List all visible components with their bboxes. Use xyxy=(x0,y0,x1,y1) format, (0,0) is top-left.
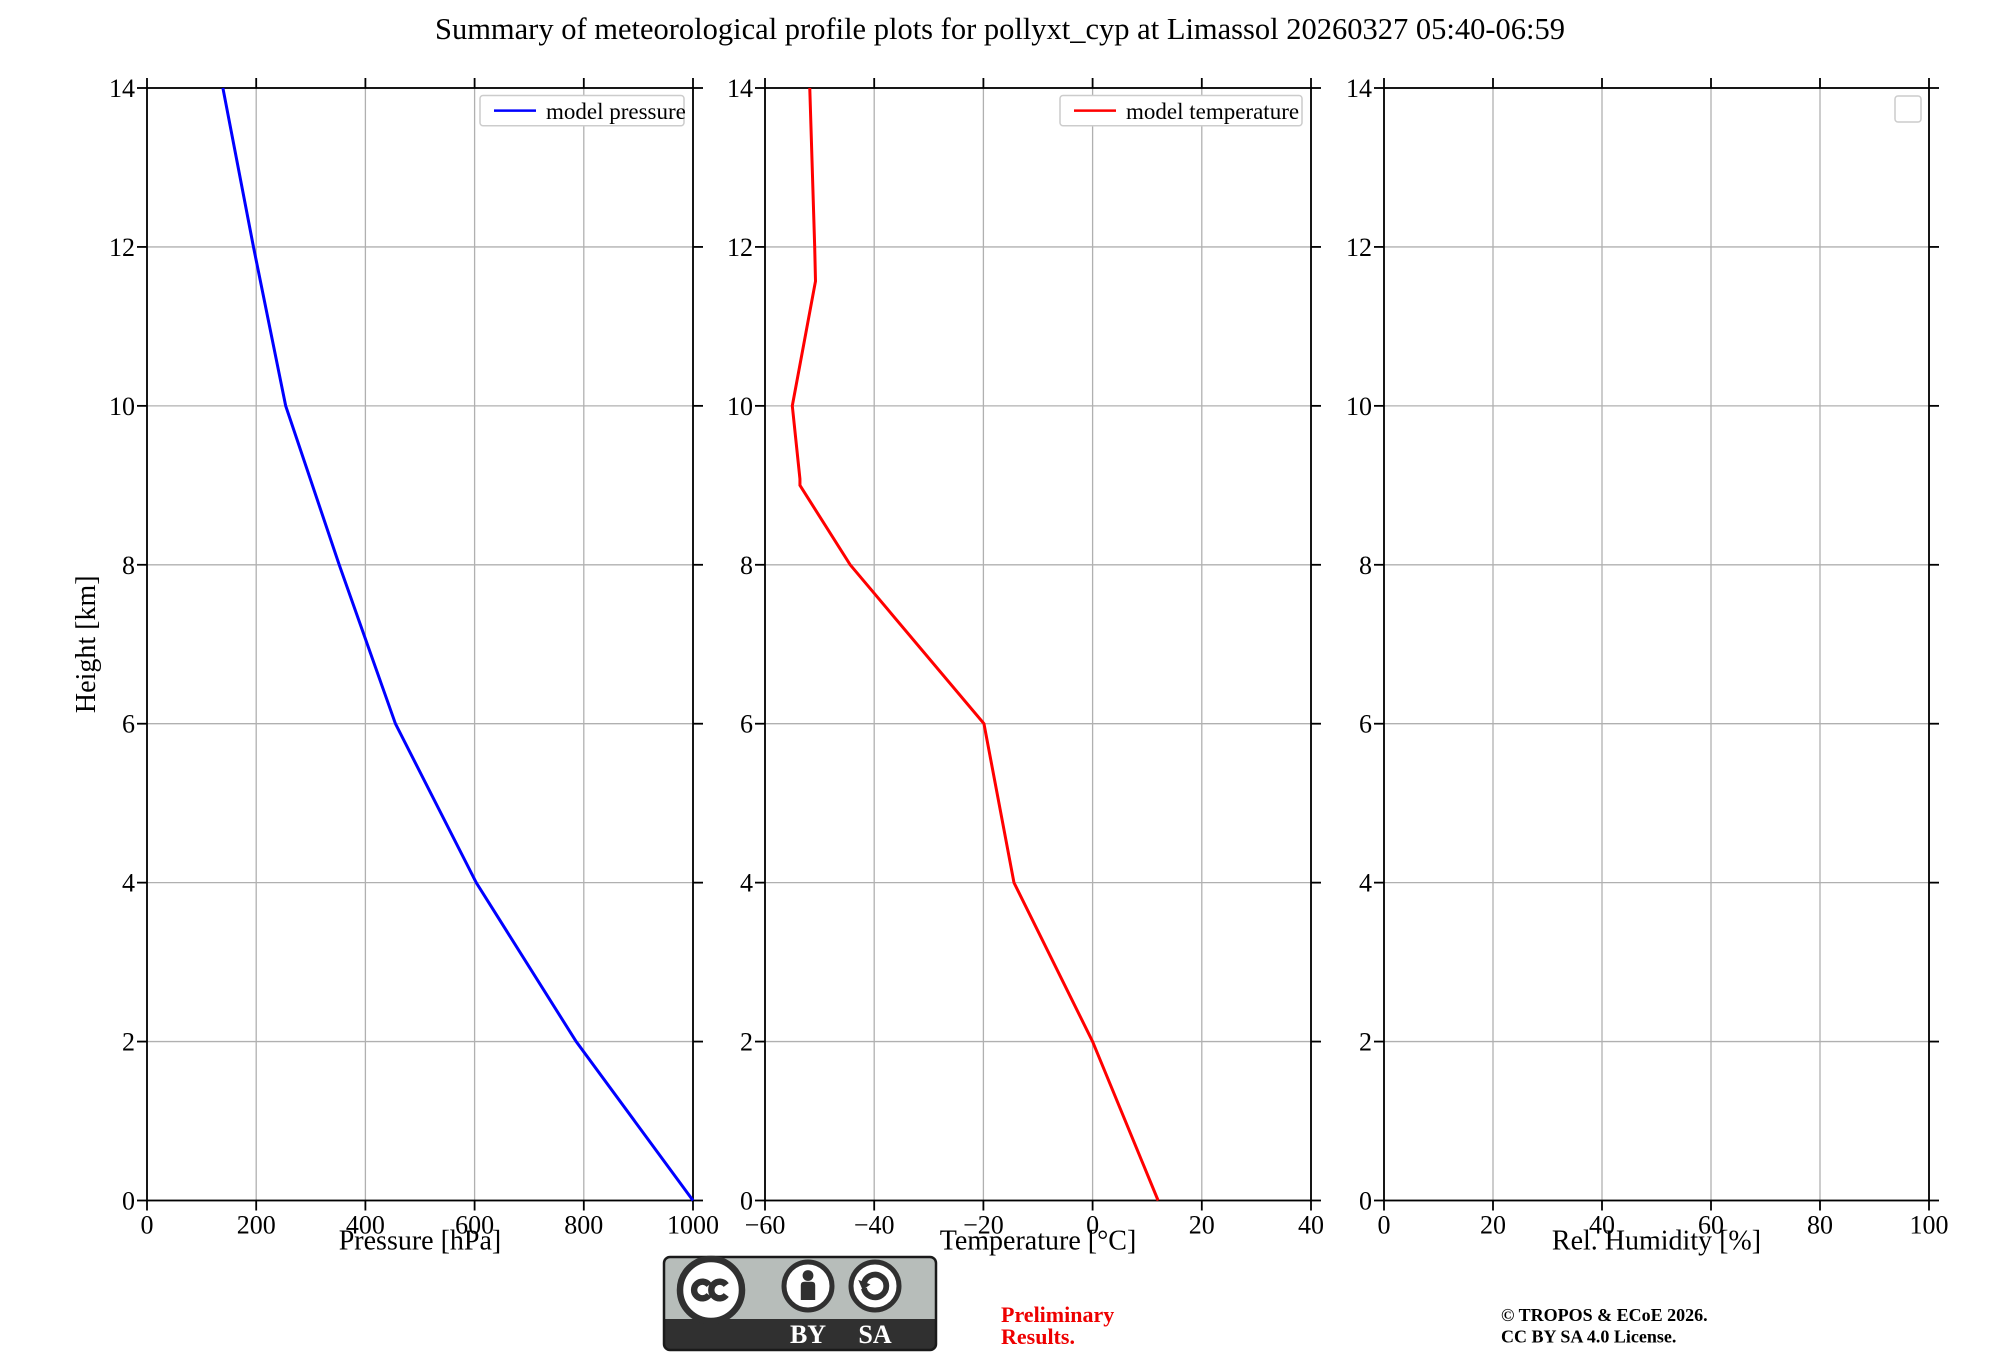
svg-text:Summary of meteorological prof: Summary of meteorological profile plots … xyxy=(435,12,1565,46)
svg-text:14: 14 xyxy=(1346,74,1372,103)
svg-text:−40: −40 xyxy=(854,1211,895,1240)
svg-text:CC BY SA 4.0 License.: CC BY SA 4.0 License. xyxy=(1501,1327,1676,1347)
svg-text:0: 0 xyxy=(1359,1187,1372,1216)
svg-text:200: 200 xyxy=(237,1211,276,1240)
svg-text:8: 8 xyxy=(1359,551,1372,580)
svg-text:2: 2 xyxy=(1359,1028,1372,1057)
svg-text:20: 20 xyxy=(1480,1211,1506,1240)
svg-text:0: 0 xyxy=(122,1187,135,1216)
svg-text:Results.: Results. xyxy=(1001,1324,1075,1349)
svg-text:12: 12 xyxy=(727,233,753,262)
svg-text:40: 40 xyxy=(1298,1211,1324,1240)
svg-text:Height [km]: Height [km] xyxy=(71,575,102,713)
svg-text:2: 2 xyxy=(122,1028,135,1057)
svg-text:6: 6 xyxy=(122,710,135,739)
svg-text:100: 100 xyxy=(1910,1211,1949,1240)
svg-text:SA: SA xyxy=(858,1320,891,1349)
svg-text:10: 10 xyxy=(109,392,135,421)
svg-text:Rel. Humidity [%]: Rel. Humidity [%] xyxy=(1552,1226,1761,1257)
svg-text:6: 6 xyxy=(740,710,753,739)
svg-text:0: 0 xyxy=(141,1211,154,1240)
svg-text:Temperature [°C]: Temperature [°C] xyxy=(940,1226,1137,1257)
svg-text:800: 800 xyxy=(564,1211,603,1240)
svg-text:BY: BY xyxy=(790,1320,826,1349)
svg-text:model temperature: model temperature xyxy=(1126,99,1299,124)
svg-text:Pressure [hPa]: Pressure [hPa] xyxy=(339,1226,502,1257)
svg-text:6: 6 xyxy=(1359,710,1372,739)
svg-text:20: 20 xyxy=(1189,1211,1215,1240)
svg-text:10: 10 xyxy=(727,392,753,421)
svg-text:12: 12 xyxy=(109,233,135,262)
svg-text:8: 8 xyxy=(122,551,135,580)
svg-text:model pressure: model pressure xyxy=(546,99,686,124)
svg-text:4: 4 xyxy=(1359,869,1372,898)
svg-text:2: 2 xyxy=(740,1028,753,1057)
svg-text:10: 10 xyxy=(1346,392,1372,421)
svg-text:14: 14 xyxy=(727,74,753,103)
svg-text:4: 4 xyxy=(122,869,135,898)
svg-text:14: 14 xyxy=(109,74,135,103)
svg-text:4: 4 xyxy=(740,869,753,898)
svg-text:12: 12 xyxy=(1346,233,1372,262)
svg-text:1000: 1000 xyxy=(667,1211,719,1240)
svg-text:0: 0 xyxy=(740,1187,753,1216)
svg-text:8: 8 xyxy=(740,551,753,580)
svg-text:0: 0 xyxy=(1378,1211,1391,1240)
svg-text:80: 80 xyxy=(1807,1211,1833,1240)
svg-text:© TROPOS & ECoE 2026.: © TROPOS & ECoE 2026. xyxy=(1501,1305,1708,1325)
